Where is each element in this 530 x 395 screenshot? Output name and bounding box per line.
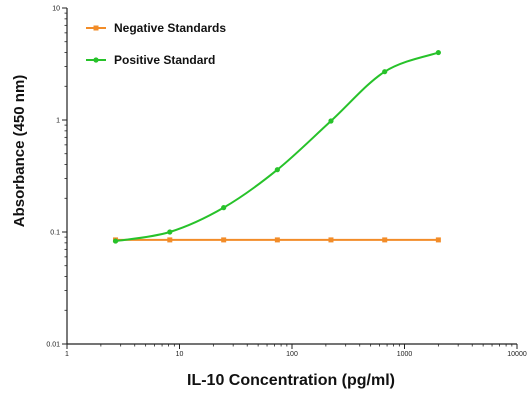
legend-label: Positive Standard bbox=[114, 53, 215, 67]
axes: 1 10 100 1000 10000 0.01 0.1 1 10 bbox=[46, 6, 526, 359]
data-point bbox=[167, 237, 173, 243]
y-tick-label: 1 bbox=[56, 118, 60, 125]
legend-label: Negative Standards bbox=[114, 21, 226, 35]
legend-swatch-marker bbox=[93, 57, 99, 63]
data-point bbox=[328, 118, 334, 124]
legend-item-positive-standard: Positive Standard bbox=[86, 53, 215, 67]
series-positive-standard bbox=[112, 49, 441, 244]
data-point bbox=[435, 49, 441, 56]
series-negative-standards bbox=[113, 237, 441, 243]
data-point bbox=[274, 237, 280, 243]
legend-swatch-marker bbox=[93, 25, 99, 31]
data-point bbox=[112, 238, 119, 244]
legend: Negative Standards Positive Standard bbox=[86, 21, 226, 67]
y-tick-label: 0.1 bbox=[50, 230, 60, 237]
y-tick-label: 10 bbox=[52, 6, 60, 13]
x-tick-label: 10000 bbox=[507, 351, 527, 358]
x-tick-label: 1 bbox=[65, 351, 69, 358]
y-axis-title: Absorbance (450 nm) bbox=[11, 75, 28, 228]
legend-item-negative-standards: Negative Standards bbox=[86, 21, 226, 35]
data-point bbox=[274, 167, 280, 173]
data-point bbox=[382, 69, 388, 75]
data-point bbox=[328, 237, 334, 243]
data-point bbox=[435, 237, 441, 243]
series-line bbox=[115, 51, 439, 243]
data-point bbox=[221, 205, 227, 211]
data-point bbox=[167, 229, 173, 235]
x-tick-label: 100 bbox=[286, 351, 298, 358]
y-tick-label: 0.01 bbox=[46, 342, 60, 349]
x-tick-label: 10 bbox=[176, 351, 184, 358]
data-point bbox=[382, 237, 388, 243]
x-tick-label: 1000 bbox=[397, 351, 413, 358]
data-point bbox=[221, 237, 227, 243]
series-layer bbox=[112, 49, 441, 244]
x-axis-title: IL-10 Concentration (pg/ml) bbox=[187, 372, 395, 389]
